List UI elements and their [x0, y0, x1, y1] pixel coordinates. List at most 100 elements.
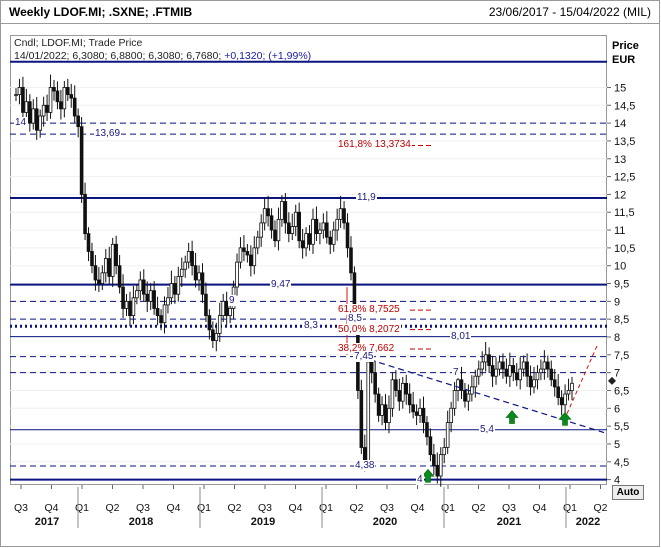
- candle-body: [103, 258, 108, 274]
- candle-body: [107, 258, 112, 277]
- candle-body: [141, 279, 146, 295]
- candle-body: [249, 254, 253, 267]
- candle-body: [21, 87, 25, 113]
- candle-body: [539, 368, 543, 374]
- candle-body: [280, 201, 284, 220]
- candle-body: [162, 304, 167, 324]
- candle-body: [414, 411, 419, 416]
- y-tick-label: 9: [614, 296, 620, 308]
- level-label-4: 4: [416, 473, 424, 485]
- candle-body: [17, 87, 22, 95]
- candle-body: [373, 372, 377, 395]
- candle-body: [287, 222, 291, 235]
- x-tick-label: Q3: [380, 502, 394, 514]
- candle-body: [342, 208, 346, 224]
- candle-body: [459, 379, 464, 391]
- candle-body: [86, 233, 91, 252]
- candle-body: [90, 251, 94, 267]
- candle-body: [24, 101, 29, 113]
- y-tick-label: 10,5: [614, 243, 635, 255]
- candle-body: [394, 379, 398, 391]
- legend-ohlc-line: 14/01/2022; 6,3080; 6,8800; 6,3080; 6,76…: [14, 50, 311, 63]
- last-price-marker: [608, 376, 616, 385]
- level-label-83: 8,3: [303, 320, 319, 332]
- level-label-9: 9: [228, 295, 236, 307]
- candle-body: [338, 208, 343, 220]
- y-tick-label: 10: [614, 261, 626, 273]
- candle-body: [328, 236, 333, 245]
- candle-body: [521, 361, 526, 370]
- date-range: 23/06/2017 - 15/04/2022 (MIL): [488, 5, 651, 19]
- level-label-745: 7,45: [353, 350, 375, 362]
- x-tick-label: Q1: [197, 502, 211, 514]
- candle-body: [463, 390, 467, 402]
- candle-body: [380, 404, 384, 416]
- x-year-label: 2021: [497, 516, 521, 528]
- candle-body: [428, 436, 433, 456]
- candle-body: [359, 390, 364, 448]
- y-tick-label: 4: [614, 475, 620, 487]
- candle-body: [318, 229, 322, 235]
- candle-body: [418, 407, 422, 416]
- candle-body: [432, 454, 436, 466]
- candle-body: [325, 222, 329, 238]
- candle-body: [449, 407, 453, 423]
- projection-line: [566, 345, 598, 414]
- candle-body: [110, 243, 115, 277]
- x-year-label: 2018: [129, 516, 153, 528]
- candle-body: [97, 279, 101, 284]
- level-label-7: 7: [452, 366, 460, 378]
- candle-body: [31, 108, 36, 124]
- x-tick-label: Q1: [441, 502, 455, 514]
- candle-body: [83, 193, 87, 235]
- candle-body: [311, 218, 315, 245]
- candle-body: [148, 290, 153, 302]
- auto-scale-button[interactable]: Auto: [612, 485, 644, 500]
- candle-body: [387, 407, 391, 423]
- candle-body: [276, 218, 281, 242]
- candle-body: [179, 268, 184, 277]
- candle-body: [197, 272, 201, 281]
- level-label-fib618: 61,8% 8,7525: [337, 304, 401, 316]
- candle-body: [66, 87, 70, 95]
- candle-body: [397, 390, 402, 402]
- y-tick-label: 15: [614, 82, 626, 94]
- candle-body: [514, 372, 519, 381]
- candle-body: [255, 236, 260, 249]
- candle-body: [297, 211, 301, 242]
- y-tick-label: 13,5: [614, 136, 635, 148]
- x-tick-label: Q3: [502, 502, 516, 514]
- candle-body: [173, 283, 177, 295]
- candle-body: [242, 247, 246, 252]
- candle-body: [321, 222, 326, 231]
- candle-body: [76, 115, 80, 128]
- candle-body: [34, 108, 39, 131]
- candle-body: [532, 379, 536, 388]
- level-label-85: 8,5: [347, 313, 363, 325]
- level-label-54: 5,4: [479, 423, 495, 435]
- y-tick-label: 6,5: [614, 385, 629, 397]
- candle-body: [166, 297, 170, 306]
- candle-body: [259, 222, 263, 238]
- candle-body: [183, 261, 188, 270]
- candle-body: [411, 404, 415, 413]
- candle-body: [438, 454, 443, 477]
- chart-header: Weekly LDOF.MI; .SXNE; .FTMIB 23/06/2017…: [1, 1, 659, 24]
- candle-body: [456, 379, 460, 391]
- legend-change: +0,1320; (+1,99%): [221, 50, 312, 62]
- y-tick-label: 9,5: [614, 279, 629, 291]
- candle-body: [331, 229, 336, 245]
- candle-body: [490, 365, 495, 377]
- level-label-fib1618: 161,8% 13,3734: [337, 139, 412, 151]
- candle-body: [304, 233, 308, 249]
- plot-area[interactable]: [10, 35, 607, 485]
- x-tick-label: Q1: [563, 502, 577, 514]
- candle-body: [176, 275, 181, 295]
- x-tick-label: Q4: [288, 502, 302, 514]
- y-tick-label: 14,5: [614, 100, 635, 112]
- candle-body: [559, 397, 564, 406]
- candle-body: [200, 272, 205, 295]
- candle-body: [314, 218, 319, 235]
- candle-body: [38, 115, 42, 131]
- candle-body: [476, 368, 481, 377]
